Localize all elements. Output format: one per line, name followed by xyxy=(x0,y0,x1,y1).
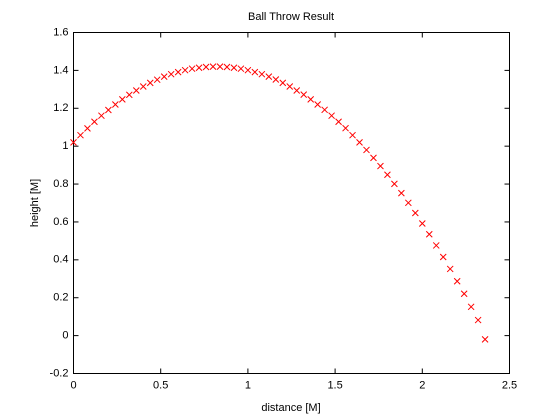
point xyxy=(467,303,475,311)
point xyxy=(293,87,301,94)
point xyxy=(391,180,398,188)
point xyxy=(202,63,210,71)
point xyxy=(363,146,370,154)
point xyxy=(460,290,468,298)
point xyxy=(335,118,342,126)
point xyxy=(91,118,98,126)
point xyxy=(321,106,328,114)
point xyxy=(132,87,140,94)
point xyxy=(153,76,161,84)
point xyxy=(314,101,322,108)
point xyxy=(474,316,482,324)
point xyxy=(70,139,77,146)
point xyxy=(146,79,154,87)
point xyxy=(377,162,384,170)
x-tick-label: 1 xyxy=(245,379,251,391)
x-tick-label: 1.5 xyxy=(327,379,342,391)
point xyxy=(370,154,377,162)
point xyxy=(384,171,391,179)
y-tick-label: 0.6 xyxy=(53,216,68,228)
point xyxy=(404,199,412,207)
y-tick-label: 0.2 xyxy=(53,292,68,304)
point xyxy=(223,63,231,71)
point xyxy=(418,220,426,227)
point xyxy=(251,68,259,76)
point xyxy=(209,63,217,70)
point xyxy=(265,73,273,80)
point xyxy=(84,125,91,132)
y-tick-label: 0.8 xyxy=(53,178,68,190)
point xyxy=(98,112,105,120)
point xyxy=(188,65,196,73)
point xyxy=(112,101,119,108)
point xyxy=(237,65,245,73)
point xyxy=(160,73,168,80)
y-tick-label: 0.4 xyxy=(53,254,68,266)
point xyxy=(77,131,84,139)
x-tick-label: 2 xyxy=(419,379,425,391)
point xyxy=(300,91,308,98)
point xyxy=(349,131,356,139)
point xyxy=(174,68,182,76)
point xyxy=(279,79,287,87)
chart-title: Ball Throw Result xyxy=(248,11,334,23)
point xyxy=(195,64,203,72)
point xyxy=(230,64,238,72)
point xyxy=(125,91,133,99)
point xyxy=(411,209,419,217)
point xyxy=(425,230,433,238)
y-tick-label: 1 xyxy=(62,140,68,152)
x-axis-label: distance [M] xyxy=(261,402,320,414)
point xyxy=(432,242,440,249)
y-tick-label: -0.2 xyxy=(50,367,69,379)
point xyxy=(272,76,280,83)
point xyxy=(216,63,224,70)
y-tick-label: 1.6 xyxy=(53,26,68,38)
point xyxy=(181,66,189,74)
x-tick-label: 2.5 xyxy=(502,379,517,391)
point xyxy=(439,253,447,261)
axes-box xyxy=(73,32,510,374)
x-tick-label: 0.5 xyxy=(153,379,168,391)
x-tick-label: 0 xyxy=(70,379,76,391)
point xyxy=(453,277,461,285)
y-tick-label: 1.4 xyxy=(53,64,68,76)
point xyxy=(481,336,489,343)
y-tick-label: 0 xyxy=(62,330,68,342)
point xyxy=(286,83,294,90)
point xyxy=(446,265,454,273)
point xyxy=(258,70,266,78)
y-tick-label: 1.2 xyxy=(53,102,68,114)
point xyxy=(328,112,335,120)
point xyxy=(139,83,147,90)
point xyxy=(342,124,349,132)
point xyxy=(307,96,315,103)
point xyxy=(398,189,405,197)
point xyxy=(105,106,112,114)
point xyxy=(167,70,175,78)
y-axis-label: height [M] xyxy=(29,179,41,227)
point xyxy=(356,139,363,146)
point xyxy=(244,66,252,74)
point xyxy=(118,96,126,103)
